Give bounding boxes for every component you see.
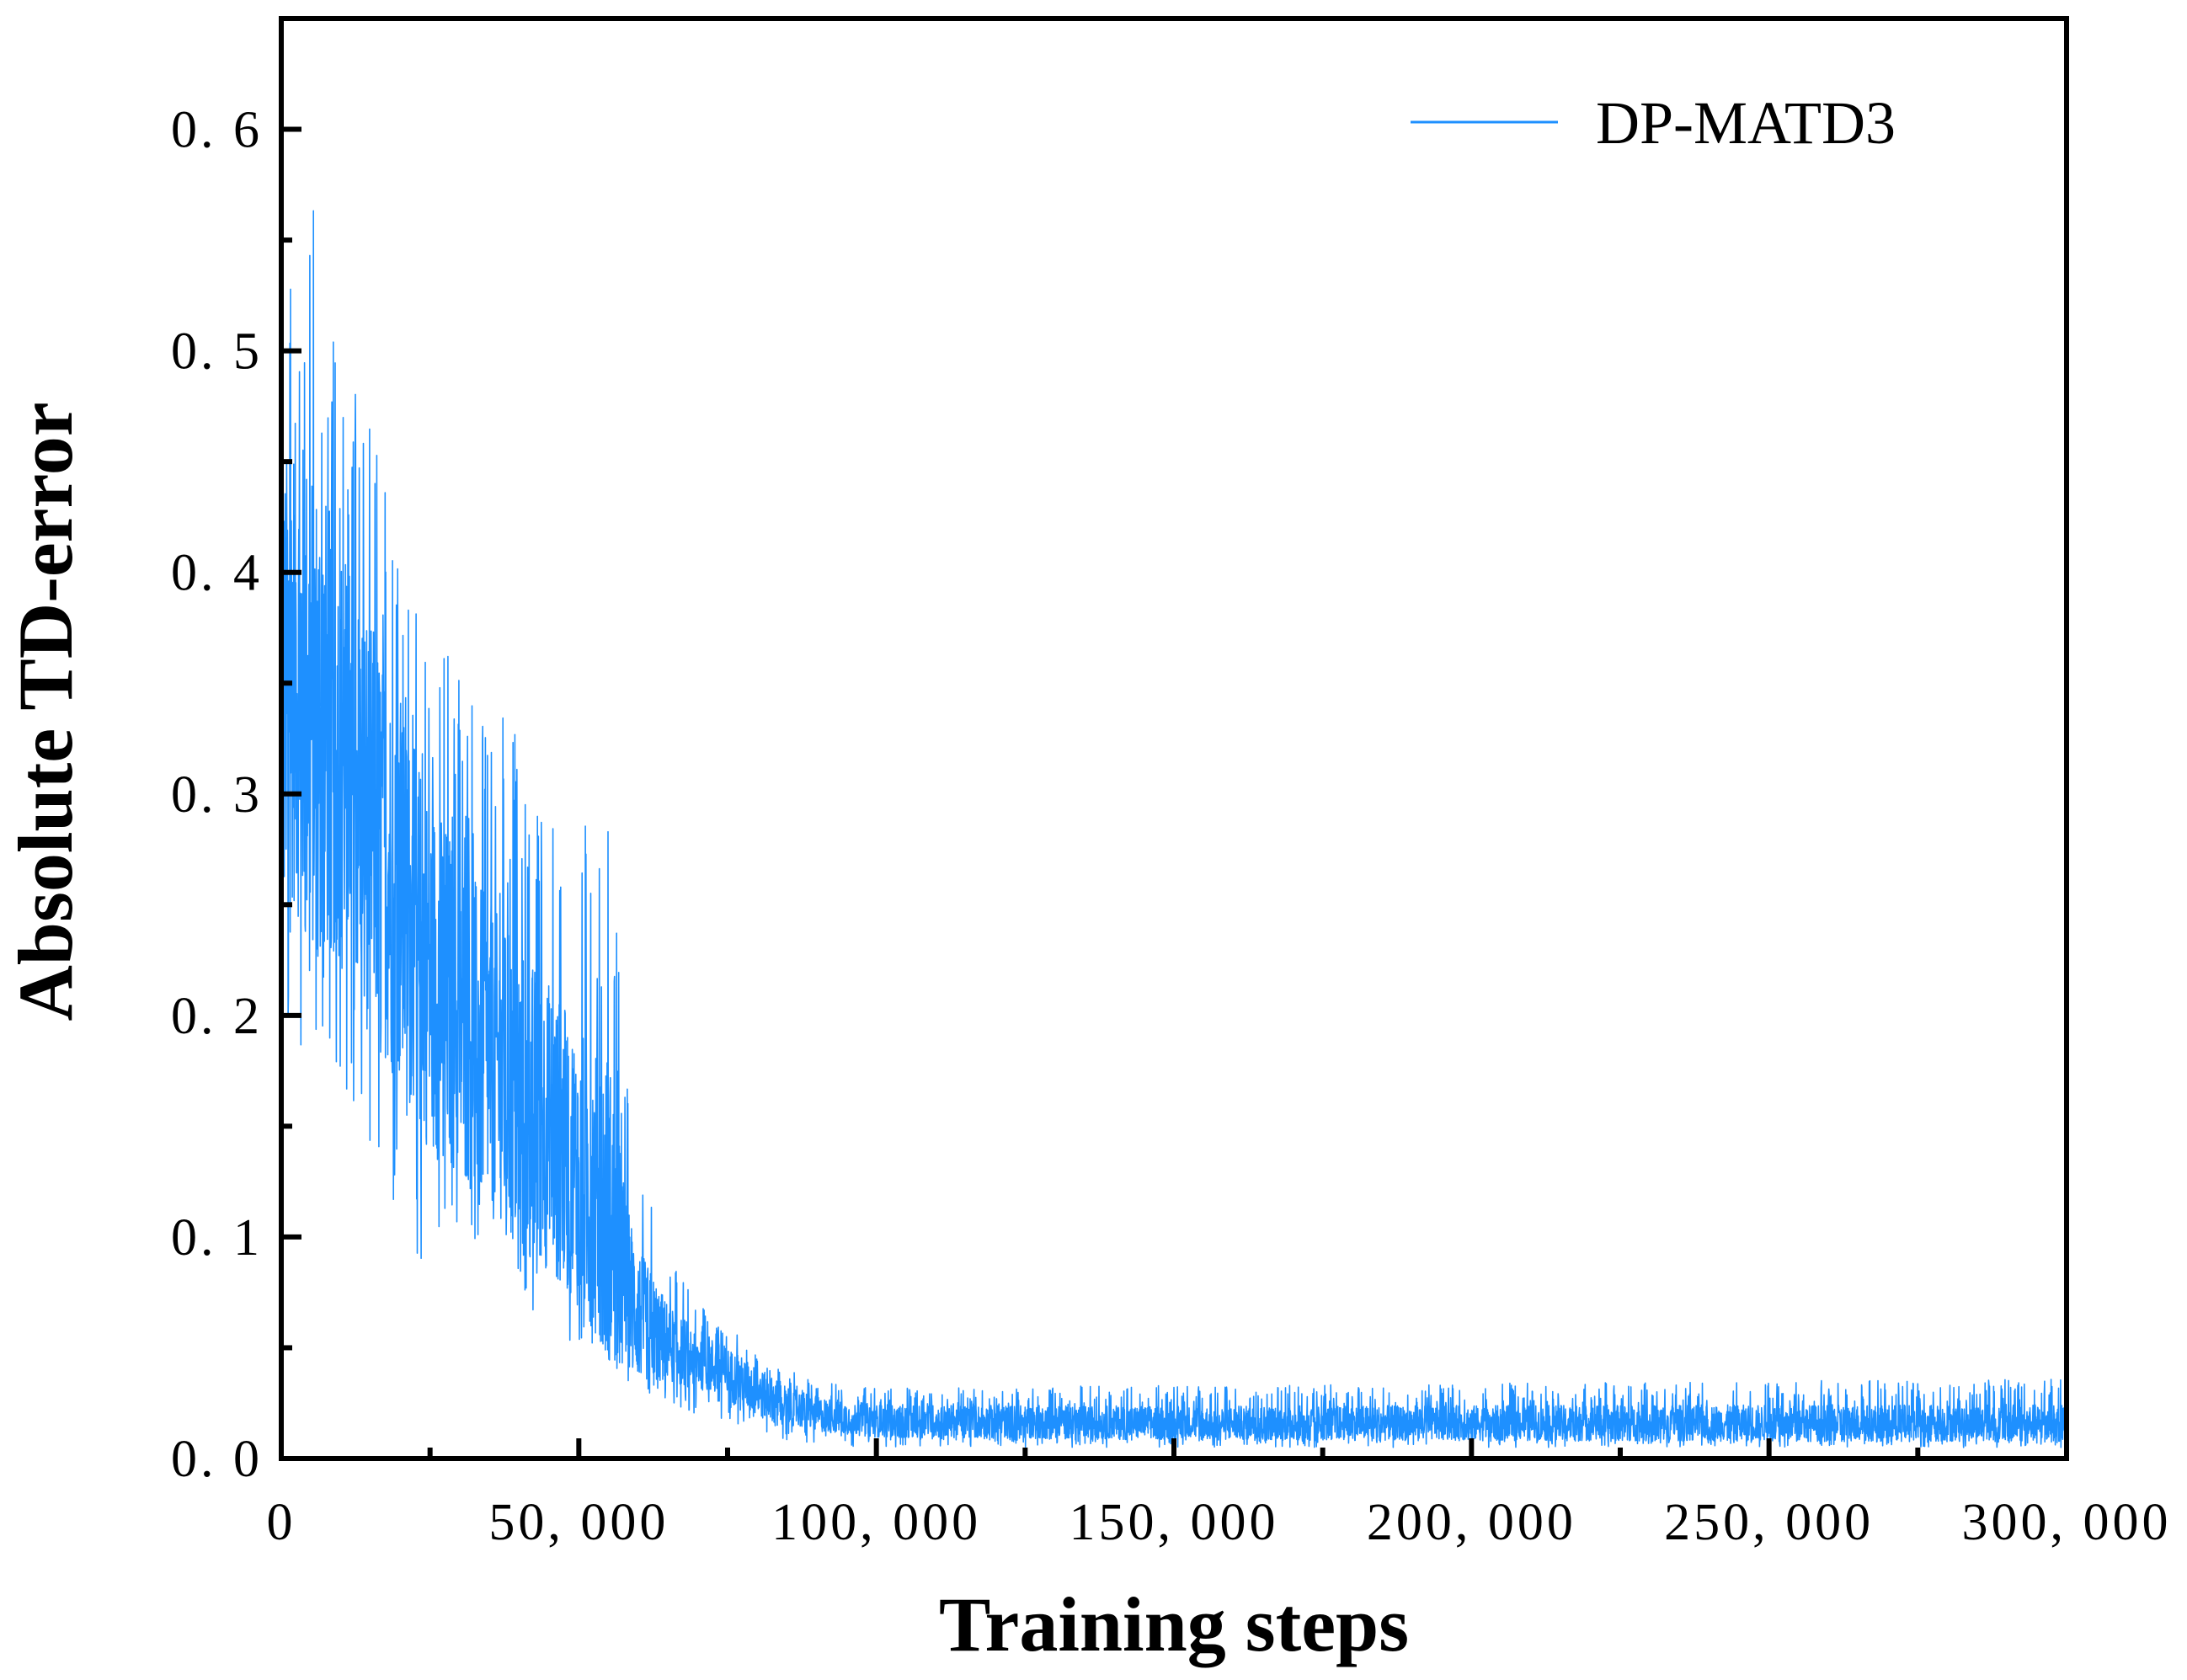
x-tick-label: 50, 000 <box>488 1494 669 1551</box>
x-tick-label: 150, 000 <box>1069 1494 1279 1551</box>
x-tick-label: 100, 000 <box>771 1494 981 1551</box>
y-axis: 0. 0 0. 1 0. 2 0. 3 0. 4 0. 5 0. 6 <box>171 102 301 1488</box>
y-tick-label: 0. 2 <box>171 988 263 1045</box>
x-tick-label: 250, 000 <box>1664 1494 1874 1551</box>
y-tick-label: 0. 5 <box>171 323 263 381</box>
y-axis-title: Absolute TD-error <box>3 402 88 1021</box>
x-tick-label: 200, 000 <box>1367 1494 1576 1551</box>
x-tick-label: 0 <box>267 1494 296 1551</box>
x-axis: 0 50, 000 100, 000 150, 000 200, 000 250, 000… <box>267 1438 2172 1551</box>
legend-label-dp-matd3: DP-MATD3 <box>1596 89 1896 157</box>
x-axis-title: Training steps <box>939 1581 1409 1667</box>
y-tick-label: 0. 6 <box>171 102 263 159</box>
legend: DP-MATD3 <box>1411 89 1896 157</box>
y-tick-label: 0. 0 <box>171 1431 263 1488</box>
series-layer <box>281 210 2067 1448</box>
x-tick-label: 300, 000 <box>1962 1494 2172 1551</box>
y-tick-label: 0. 1 <box>171 1209 263 1267</box>
y-tick-label: 0. 4 <box>171 545 263 602</box>
y-tick-label: 0. 3 <box>171 766 263 824</box>
series-line-dp-matd3 <box>281 210 2067 1448</box>
